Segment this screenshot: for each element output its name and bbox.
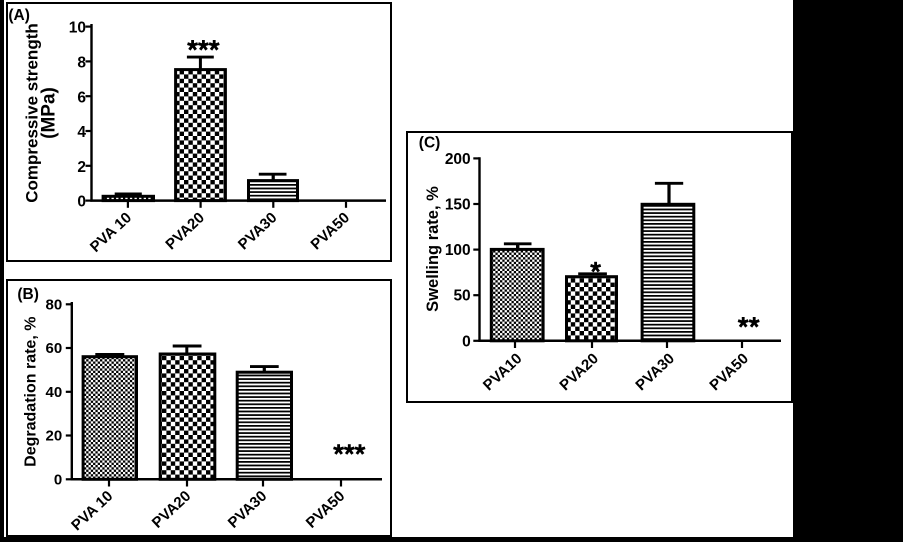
svg-text:0: 0	[462, 333, 471, 350]
svg-text:PVA20: PVA20	[162, 209, 208, 253]
svg-text:PVA50: PVA50	[307, 209, 353, 253]
svg-text:100: 100	[445, 242, 471, 259]
svg-text:PVA20: PVA20	[149, 488, 195, 532]
svg-text:PVA30: PVA30	[632, 350, 678, 394]
svg-text:PVA30: PVA30	[225, 488, 271, 532]
svg-text:PVA20: PVA20	[556, 350, 602, 394]
svg-text:PVA30: PVA30	[235, 209, 281, 253]
svg-text:PVA 10: PVA 10	[87, 209, 135, 256]
svg-text:50: 50	[453, 288, 470, 305]
svg-text:PVA50: PVA50	[706, 350, 752, 394]
svg-text:PVA10: PVA10	[480, 350, 526, 394]
svg-text:(A): (A)	[8, 7, 30, 24]
svg-text:2: 2	[77, 159, 86, 176]
svg-text:(C): (C)	[419, 135, 441, 152]
svg-text:0: 0	[77, 194, 86, 211]
svg-text:20: 20	[46, 428, 63, 445]
svg-text:0: 0	[54, 471, 62, 488]
svg-text:80: 80	[46, 296, 63, 313]
svg-text:Compressive strength: Compressive strength	[23, 23, 42, 203]
svg-text:8: 8	[77, 55, 86, 72]
svg-text:4: 4	[77, 124, 86, 141]
svg-text:PVA 10: PVA 10	[68, 488, 116, 535]
svg-text:Degradation rate, %: Degradation rate, %	[23, 317, 40, 467]
svg-text:Swelling rate, %: Swelling rate, %	[424, 186, 442, 312]
svg-text:60: 60	[46, 340, 63, 357]
svg-text:200: 200	[445, 151, 471, 168]
svg-text:(B): (B)	[17, 286, 39, 303]
svg-text:150: 150	[445, 197, 471, 214]
svg-text:PVA50: PVA50	[303, 488, 349, 532]
svg-text:40: 40	[46, 384, 63, 401]
svg-text:6: 6	[77, 89, 86, 106]
svg-text:10: 10	[69, 20, 86, 37]
svg-text:(MPa): (MPa)	[39, 87, 60, 139]
